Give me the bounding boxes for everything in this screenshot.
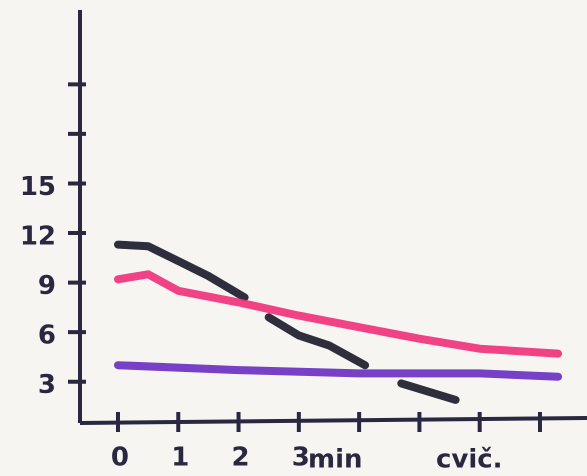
x-tick-label: 2 <box>232 443 250 473</box>
y-tick-label: 9 <box>38 271 56 301</box>
paper <box>0 0 587 476</box>
chart: min cvič. 36912150123 <box>0 0 587 476</box>
x-axis-label: min <box>308 445 363 475</box>
y-tick-label: 12 <box>20 222 56 252</box>
x-tick-label: 0 <box>111 443 129 473</box>
y-tick-label: 6 <box>38 321 56 351</box>
y-tick-label: 3 <box>38 370 56 400</box>
annotation: cvič. <box>436 445 503 475</box>
x-tick-label: 1 <box>171 443 189 473</box>
x-tick-label: 3 <box>292 443 310 473</box>
y-tick-label: 15 <box>20 172 56 202</box>
